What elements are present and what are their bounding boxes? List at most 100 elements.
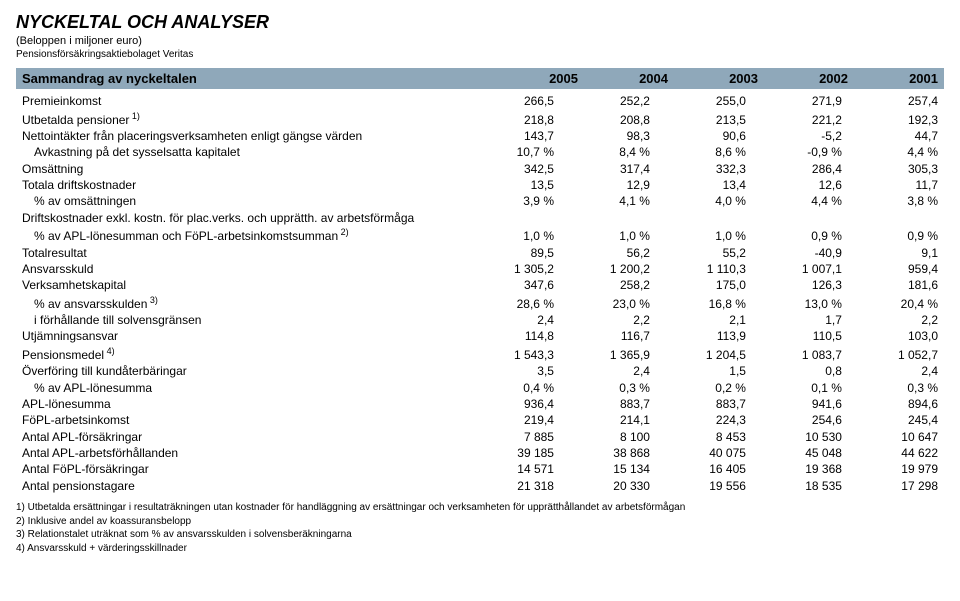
cell-value: 1,0 % [560, 226, 656, 244]
cell-value: 20 330 [560, 478, 656, 494]
cell-value: 19 368 [752, 461, 848, 477]
cell-value: 0,1 % [752, 379, 848, 395]
row-label: Pensionsmedel 4) [16, 345, 464, 363]
cell-value: -0,9 % [752, 144, 848, 160]
cell-value: 126,3 [752, 277, 848, 293]
cell-value: 12,6 [752, 177, 848, 193]
cell-value: 21 318 [464, 478, 560, 494]
cell-value: 10,7 % [464, 144, 560, 160]
table-row: Antal APL-försäkringar7 8858 1008 45310 … [16, 429, 944, 445]
cell-value: 103,0 [848, 328, 944, 344]
cell-value: 1 365,9 [560, 345, 656, 363]
band-year: 2001 [848, 71, 938, 86]
cell-value: 2,4 [560, 363, 656, 379]
band-label: Sammandrag av nyckeltalen [22, 71, 488, 86]
row-label: FöPL-arbetsinkomst [16, 412, 464, 428]
cell-value: 4,4 % [848, 144, 944, 160]
table-row: APL-lönesumma936,4883,7883,7941,6894,6 [16, 396, 944, 412]
cell-value: 1 200,2 [560, 261, 656, 277]
table-row: % av APL-lönesumman och FöPL-arbetsinkom… [16, 226, 944, 244]
cell-value: 208,8 [560, 109, 656, 127]
cell-value: 4,0 % [656, 193, 752, 209]
table-row: Antal pensionstagare21 31820 33019 55618… [16, 478, 944, 494]
cell-value: 38 868 [560, 445, 656, 461]
cell-value: 2,4 [848, 363, 944, 379]
cell-value: 8 453 [656, 429, 752, 445]
row-label: i förhållande till solvensgränsen [16, 312, 464, 328]
cell-value: 883,7 [560, 396, 656, 412]
cell-value: 1 204,5 [656, 345, 752, 363]
cell-value: 17 298 [848, 478, 944, 494]
cell-value: 19 979 [848, 461, 944, 477]
row-label: Omsättning [16, 161, 464, 177]
cell-value: 4,1 % [560, 193, 656, 209]
table-row: Överföring till kundåterbäringar3,52,41,… [16, 363, 944, 379]
band-year: 2004 [578, 71, 668, 86]
data-table: Premieinkomst266,5252,2255,0271,9257,4Ut… [16, 93, 944, 494]
cell-value: 55,2 [656, 244, 752, 260]
cell-value: 213,5 [656, 109, 752, 127]
cell-value: 2,1 [656, 312, 752, 328]
cell-value [848, 210, 944, 226]
cell-value: 3,9 % [464, 193, 560, 209]
cell-value: 332,3 [656, 161, 752, 177]
table-row: Premieinkomst266,5252,2255,0271,9257,4 [16, 93, 944, 109]
cell-value: 0,4 % [464, 379, 560, 395]
cell-value: 221,2 [752, 109, 848, 127]
cell-value: 14 571 [464, 461, 560, 477]
table-row: % av omsättningen3,9 %4,1 %4,0 %4,4 %3,8… [16, 193, 944, 209]
cell-value: 116,7 [560, 328, 656, 344]
table-row: Utbetalda pensioner 1)218,8208,8213,5221… [16, 109, 944, 127]
cell-value: 2,2 [848, 312, 944, 328]
cell-value [656, 210, 752, 226]
cell-value: 20,4 % [848, 294, 944, 312]
cell-value: 13,5 [464, 177, 560, 193]
row-label: Antal FöPL-försäkringar [16, 461, 464, 477]
cell-value: 9,1 [848, 244, 944, 260]
cell-value [560, 210, 656, 226]
cell-value: 114,8 [464, 328, 560, 344]
cell-value: 10 530 [752, 429, 848, 445]
cell-value: 2,4 [464, 312, 560, 328]
cell-value: 16 405 [656, 461, 752, 477]
cell-value: 23,0 % [560, 294, 656, 312]
cell-value: 3,8 % [848, 193, 944, 209]
footnote: 2) Inklusive andel av koassuransbelopp [16, 516, 944, 529]
cell-value: 45 048 [752, 445, 848, 461]
table-row: Antal FöPL-försäkringar14 57115 13416 40… [16, 461, 944, 477]
table-row: Omsättning342,5317,4332,3286,4305,3 [16, 161, 944, 177]
table-row: Totala driftskostnader13,512,913,412,611… [16, 177, 944, 193]
row-label: Utjämningsansvar [16, 328, 464, 344]
row-label: Premieinkomst [16, 93, 464, 109]
cell-value: 258,2 [560, 277, 656, 293]
row-label: Driftskostnader exkl. kostn. för plac.ve… [16, 210, 464, 226]
table-row: Ansvarsskuld1 305,21 200,21 110,31 007,1… [16, 261, 944, 277]
cell-value: 305,3 [848, 161, 944, 177]
cell-value: 192,3 [848, 109, 944, 127]
row-label: % av omsättningen [16, 193, 464, 209]
cell-value: 218,8 [464, 109, 560, 127]
row-label: Antal pensionstagare [16, 478, 464, 494]
cell-value: 19 556 [656, 478, 752, 494]
cell-value: 12,9 [560, 177, 656, 193]
row-label: Totala driftskostnader [16, 177, 464, 193]
cell-value: 342,5 [464, 161, 560, 177]
cell-value: 18 535 [752, 478, 848, 494]
cell-value: 883,7 [656, 396, 752, 412]
cell-value: 1 110,3 [656, 261, 752, 277]
cell-value: 90,6 [656, 128, 752, 144]
cell-value: 224,3 [656, 412, 752, 428]
cell-value: 1,5 [656, 363, 752, 379]
cell-value: 113,9 [656, 328, 752, 344]
cell-value: -5,2 [752, 128, 848, 144]
cell-value: 0,3 % [560, 379, 656, 395]
cell-value: 175,0 [656, 277, 752, 293]
cell-value: 894,6 [848, 396, 944, 412]
cell-value: 266,5 [464, 93, 560, 109]
table-row: % av ansvarsskulden 3)28,6 %23,0 %16,8 %… [16, 294, 944, 312]
cell-value: 3,5 [464, 363, 560, 379]
cell-value: 271,9 [752, 93, 848, 109]
cell-value: 16,8 % [656, 294, 752, 312]
section-band: Sammandrag av nyckeltalen 2005 2004 2003… [16, 68, 944, 89]
cell-value: 0,9 % [752, 226, 848, 244]
